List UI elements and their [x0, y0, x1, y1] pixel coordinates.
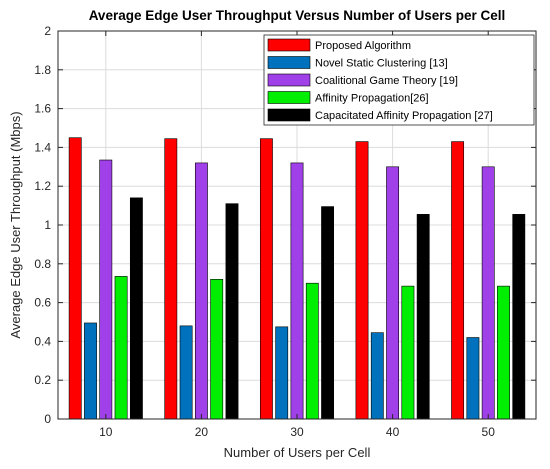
bar — [386, 166, 400, 420]
x-tick-label: 20 — [195, 425, 209, 439]
y-tick-label: 0.6 — [34, 296, 51, 310]
y-tick-label: 1.8 — [34, 63, 51, 77]
chart-title: Average Edge User Throughput Versus Numb… — [89, 8, 506, 23]
x-tick-label: 40 — [386, 425, 400, 439]
bar — [194, 162, 208, 420]
bar — [370, 332, 384, 420]
bar — [416, 214, 430, 420]
bar — [164, 138, 178, 420]
bar — [275, 326, 289, 420]
bar — [225, 203, 239, 420]
bar — [497, 285, 510, 420]
bar — [129, 197, 143, 420]
x-axis-ticks: 10 20 30 40 50 — [99, 31, 495, 439]
legend-label: Novel Static Clustering [13] — [315, 58, 448, 70]
x-axis-label: Number of Users per Cell — [224, 445, 371, 460]
y-tick-label: 0.8 — [34, 257, 51, 271]
bar — [179, 325, 193, 420]
bar — [321, 206, 335, 420]
bar — [355, 141, 369, 420]
y-tick-label: 2 — [44, 24, 51, 38]
legend-swatch — [267, 108, 311, 122]
bar — [305, 282, 319, 420]
bar — [114, 276, 128, 420]
bar — [512, 214, 526, 420]
legend-label: Proposed Algorithm — [315, 40, 411, 52]
legend-label: Affinity Propagation[26] — [315, 93, 429, 105]
bar — [99, 159, 113, 420]
y-axis-ticks: 0 0.2 0.4 0.6 0.8 1 1.2 1.4 1.6 1.8 2 — [34, 24, 536, 426]
bar — [259, 138, 273, 420]
legend-swatch — [267, 91, 311, 104]
legend-label: Capacitated Affinity Propagation [27] — [315, 110, 493, 122]
legend-swatch — [267, 38, 311, 52]
bar — [481, 166, 495, 420]
bar — [290, 162, 304, 420]
legend-swatch — [267, 56, 311, 69]
bar — [84, 322, 97, 420]
y-tick-label: 1.6 — [34, 102, 51, 116]
bar — [210, 279, 224, 420]
bar — [401, 285, 415, 420]
x-tick-label: 50 — [482, 425, 496, 439]
bar — [466, 337, 480, 420]
x-tick-label: 30 — [290, 425, 304, 439]
y-tick-label: 0 — [44, 412, 51, 426]
y-tick-label: 1.2 — [34, 179, 51, 193]
x-tick-label: 10 — [99, 425, 113, 439]
y-tick-label: 0.4 — [34, 334, 51, 348]
bar — [451, 141, 465, 420]
bars — [68, 137, 526, 420]
legend-label: Coalitional Game Theory [19] — [315, 75, 458, 87]
y-tick-label: 0.2 — [34, 373, 51, 387]
legend: Proposed Algorithm Novel Static Clusterin… — [263, 34, 535, 126]
y-tick-label: 1.4 — [34, 140, 51, 154]
y-tick-label: 1 — [44, 218, 51, 232]
legend-swatch — [267, 73, 311, 87]
bar — [68, 137, 82, 420]
y-axis-label: Average Edge User Throughput (Mbps) — [8, 111, 23, 338]
